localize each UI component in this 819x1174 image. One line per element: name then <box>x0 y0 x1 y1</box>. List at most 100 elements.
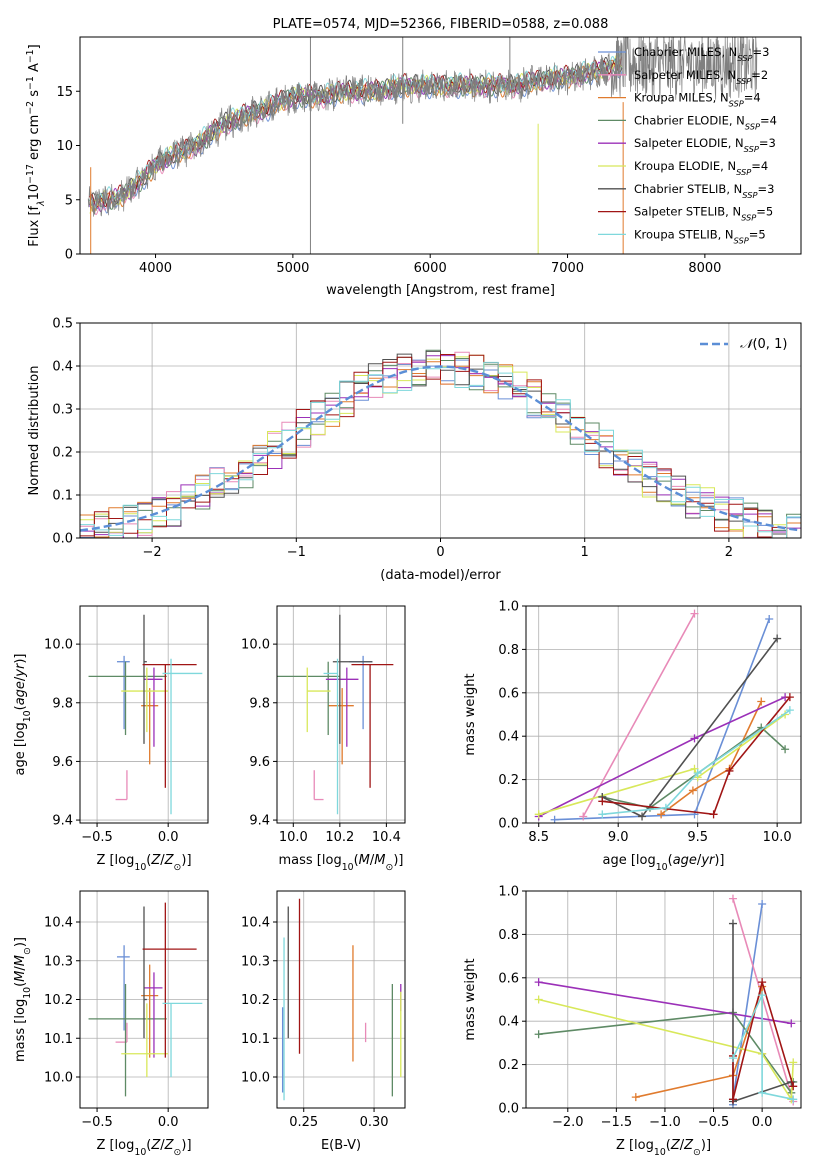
x-tick-label: 7000 <box>551 261 584 276</box>
plus-marker <box>787 1019 796 1028</box>
error-bar-point <box>88 984 167 1097</box>
y-tick-label: 9.4 <box>52 814 73 829</box>
plot-area <box>88 902 203 1097</box>
y-tick-label: 0.1 <box>52 489 73 504</box>
error-bar-point <box>328 688 354 765</box>
error-bar-point <box>143 614 147 744</box>
plot-area <box>87 37 758 254</box>
x-tick-label: 10.4 <box>372 830 401 845</box>
plot-area <box>534 609 794 823</box>
legend-label: Salpeter MILES, NSSP=2 <box>634 68 768 86</box>
x-tick-label: −1 <box>287 545 306 560</box>
error-bar-point <box>143 906 147 1039</box>
y-tick-label: 0.3 <box>52 403 73 418</box>
panel-2: −2 −1 0 1 2 0.0 0.1 0.2 0.3 0.4 0.5 <box>52 317 802 560</box>
x-tick-label: 0 <box>436 545 444 560</box>
legend: Chabrier MILES, NSSP=3 Salpeter MILES, NS… <box>598 45 777 245</box>
plus-marker <box>728 894 737 903</box>
y-tick-label: 0.6 <box>498 971 519 986</box>
x-tick-label: 0.25 <box>289 1115 318 1130</box>
plus-marker <box>693 769 702 778</box>
error-bar-point <box>121 1003 169 1077</box>
y-tick-label: 10.0 <box>44 638 73 653</box>
normal-reference-curve <box>80 365 801 532</box>
mass-weight-line <box>602 709 791 816</box>
x-axis-label: wavelength [Angstrom, rest frame] <box>326 283 555 298</box>
plot-area <box>281 898 402 1101</box>
y-tick-label: 10 <box>56 139 73 154</box>
y-tick-label: 9.6 <box>249 755 270 770</box>
error-bar-point <box>313 770 324 801</box>
y-tick-label: 10.4 <box>44 916 73 931</box>
legend-label: Chabrier ELODIE, NSSP=4 <box>634 113 777 131</box>
plus-marker <box>728 919 737 928</box>
residual-histogram <box>80 354 801 538</box>
panel-4: 10.0 10.2 10.4 9.4 9.6 9.8 10.0 <box>241 605 406 845</box>
error-bar-point <box>306 667 331 733</box>
plus-marker <box>728 1095 737 1104</box>
chart-title: PLATE=0574, MJD=52366, FIBERID=0588, z=0… <box>273 17 609 32</box>
legend-label: Kroupa STELIB, NSSP=5 <box>634 227 766 245</box>
panel-1: 4000 5000 6000 7000 8000 0 5 10 15 <box>56 36 802 276</box>
x-tick-label: 4000 <box>139 261 172 276</box>
plus-marker <box>550 815 559 823</box>
plus-marker <box>758 991 767 1000</box>
plus-marker <box>690 734 699 743</box>
plus-marker <box>638 812 647 821</box>
y-tick-label: 0.5 <box>52 317 73 332</box>
panel-6: −0.5 0.0 10.0 10.1 10.2 10.3 10.4 <box>44 890 209 1130</box>
y-tick-label: 1.0 <box>498 600 519 615</box>
error-bar-point <box>115 770 128 801</box>
plus-marker <box>757 697 766 706</box>
x-tick-label: 1 <box>581 545 589 560</box>
y-tick-label: 0.0 <box>498 817 519 832</box>
x-tick-label: −1.5 <box>601 1115 633 1130</box>
plus-marker <box>758 900 767 909</box>
observed-spectrum-line <box>87 37 758 217</box>
x-tick-label: −1.0 <box>649 1115 681 1130</box>
legend-label: Kroupa MILES, NSSP=4 <box>634 91 761 109</box>
y-tick-label: 9.6 <box>52 755 73 770</box>
axes-frame <box>276 605 406 824</box>
y-tick-label: 9.4 <box>249 814 270 829</box>
plus-marker <box>725 766 734 775</box>
legend-label: Chabrier STELIB, NSSP=3 <box>634 182 774 200</box>
plus-marker <box>758 1088 767 1097</box>
x-axis-label: Z [log10(Z/Z⊙)] <box>96 1138 191 1158</box>
x-axis-label: Z [log10(Z/Z⊙)] <box>616 1138 711 1158</box>
y-tick-label: 1.0 <box>498 885 519 900</box>
y-tick-label: 10.0 <box>44 1071 73 1086</box>
x-tick-label: −0.5 <box>81 830 113 845</box>
y-tick-label: 0.0 <box>498 1102 519 1117</box>
y-axis-label: Flux [fλ10−17 erg cm−2 s−1 A−1] <box>25 44 47 246</box>
plus-marker <box>709 810 718 819</box>
y-tick-label: 0 <box>65 248 73 263</box>
y-tick-label: 9.8 <box>249 696 270 711</box>
plus-marker <box>728 1054 737 1063</box>
panel-3: −0.5 0.0 9.4 9.6 9.8 10.0 <box>44 605 209 845</box>
model-spectrum-line <box>89 54 622 214</box>
error-bar-point <box>325 667 359 747</box>
y-tick-label: 10.1 <box>44 1032 73 1047</box>
x-tick-label: 9.5 <box>687 830 708 845</box>
plot-area <box>80 349 801 538</box>
y-tick-label: 0.4 <box>52 360 73 375</box>
x-tick-label: 0.0 <box>752 1115 773 1130</box>
error-bar-point <box>142 902 197 1058</box>
legend-label: Chabrier MILES, NSSP=3 <box>634 45 769 63</box>
error-bar-point <box>277 661 340 736</box>
plus-marker <box>534 995 543 1004</box>
plus-marker <box>598 797 607 806</box>
plus-marker <box>631 1093 640 1102</box>
y-tick-label: 15 <box>56 85 73 100</box>
x-tick-label: 10.2 <box>325 830 354 845</box>
error-bar-point <box>144 972 163 1058</box>
plus-marker <box>534 810 543 819</box>
error-bar-point <box>351 663 394 788</box>
plus-marker <box>690 764 699 773</box>
mass-weight-line <box>602 696 791 816</box>
y-tick-label: 0.4 <box>498 730 519 745</box>
mass-weight-line <box>732 898 794 1102</box>
x-axis-label: mass [log10(M/M⊙)] <box>279 853 404 873</box>
